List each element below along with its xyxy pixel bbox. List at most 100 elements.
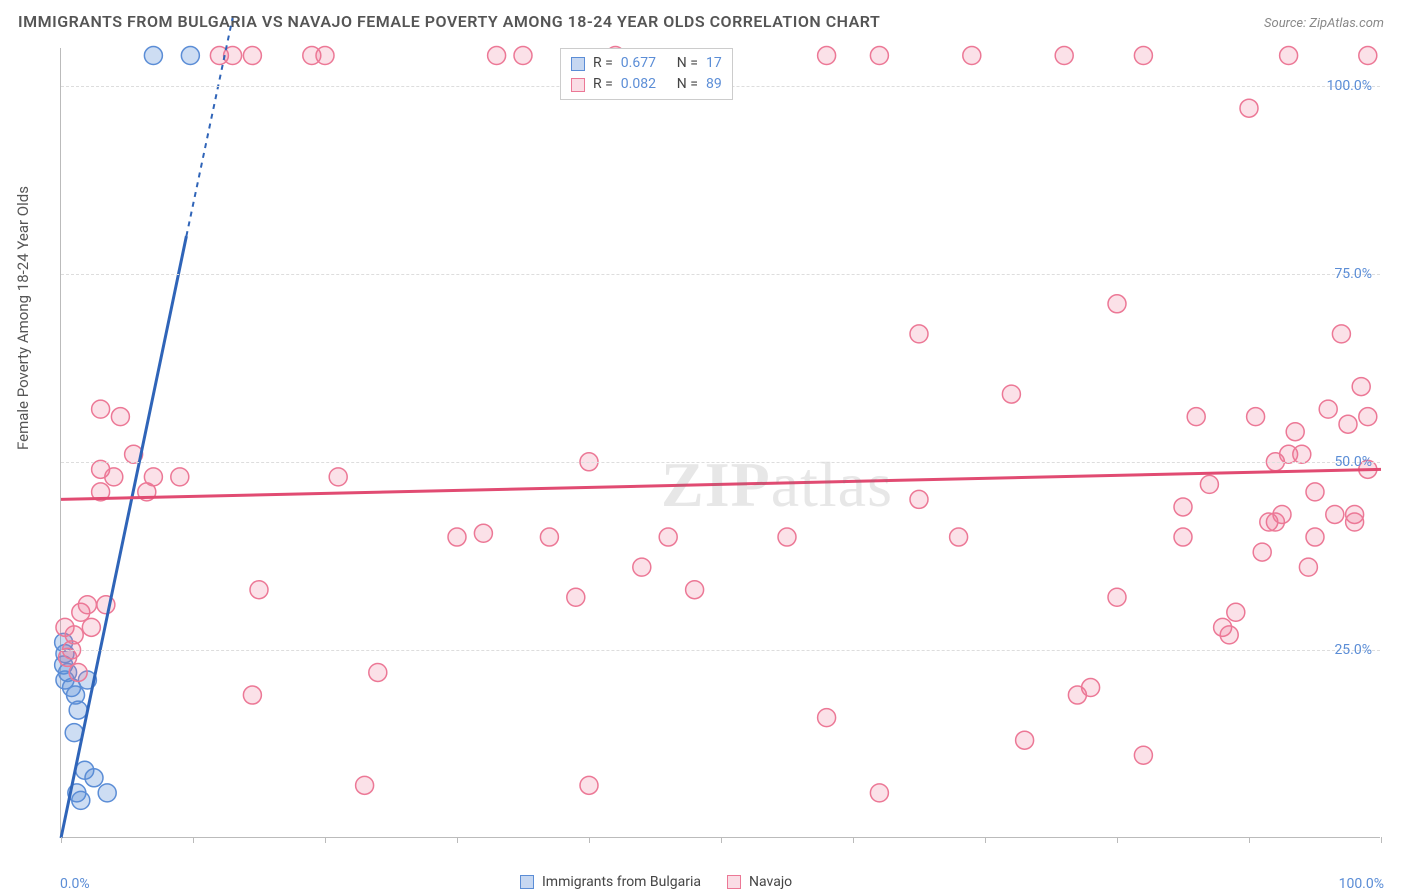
scatter-point — [778, 528, 796, 546]
scatter-point — [1306, 483, 1324, 501]
scatter-point — [1293, 445, 1311, 463]
corr-n-value-1: 89 — [706, 74, 722, 95]
scatter-point — [243, 47, 261, 65]
x-tick — [1117, 837, 1118, 843]
legend-item-1: Navajo — [727, 874, 792, 890]
legend-label-0: Immigrants from Bulgaria — [542, 874, 701, 890]
scatter-point — [72, 791, 90, 809]
scatter-point — [910, 490, 928, 508]
scatter-point — [567, 588, 585, 606]
scatter-point — [910, 325, 928, 343]
trend-line — [61, 469, 1381, 499]
scatter-point — [818, 47, 836, 65]
x-tick — [457, 837, 458, 843]
scatter-point — [1273, 505, 1291, 523]
corr-n-label: N = — [677, 74, 698, 95]
scatter-point — [1306, 528, 1324, 546]
x-tick — [985, 837, 986, 843]
gridline-h — [61, 274, 1380, 275]
scatter-point — [144, 468, 162, 486]
scatter-point — [82, 618, 100, 636]
scatter-point — [1227, 603, 1245, 621]
bottom-legend: Immigrants from Bulgaria Navajo — [520, 874, 792, 890]
scatter-point — [580, 776, 598, 794]
scatter-point — [488, 47, 506, 65]
corr-n-value-0: 17 — [706, 53, 722, 74]
swatch-blue — [520, 875, 534, 889]
corr-r-label: R = — [593, 53, 613, 74]
scatter-point — [1174, 528, 1192, 546]
scatter-point — [369, 663, 387, 681]
scatter-point — [1253, 543, 1271, 561]
scatter-point — [1187, 408, 1205, 426]
x-tick — [853, 837, 854, 843]
scatter-point — [250, 581, 268, 599]
scatter-point — [111, 408, 129, 426]
scatter-point — [181, 47, 199, 65]
scatter-point — [144, 47, 162, 65]
scatter-point — [514, 47, 532, 65]
x-tick — [1249, 837, 1250, 843]
scatter-point — [818, 709, 836, 727]
scatter-point — [356, 776, 374, 794]
scatter-point — [870, 47, 888, 65]
x-tick — [1381, 837, 1382, 843]
scatter-point — [686, 581, 704, 599]
scatter-point — [1108, 588, 1126, 606]
swatch-blue — [571, 57, 585, 71]
x-tick — [589, 837, 590, 843]
scatter-point — [1247, 408, 1265, 426]
scatter-point — [69, 701, 87, 719]
swatch-pink — [571, 78, 585, 92]
x-tick-label-100: 100.0% — [1339, 876, 1384, 892]
scatter-point — [1134, 746, 1152, 764]
scatter-point — [1332, 325, 1350, 343]
scatter-point — [171, 468, 189, 486]
scatter-point — [1055, 47, 1073, 65]
scatter-point — [1359, 47, 1377, 65]
scatter-point — [1108, 295, 1126, 313]
x-tick — [193, 837, 194, 843]
x-tick — [721, 837, 722, 843]
corr-r-value-0: 0.677 — [621, 53, 669, 74]
corr-row-series-1: R = 0.082 N = 89 — [571, 74, 722, 95]
scatter-point — [1339, 415, 1357, 433]
legend-label-1: Navajo — [749, 874, 792, 890]
scatter-point — [1319, 400, 1337, 418]
corr-r-label: R = — [593, 74, 613, 95]
scatter-point — [1200, 475, 1218, 493]
scatter-point — [69, 663, 87, 681]
scatter-point — [1280, 47, 1298, 65]
scatter-point — [65, 626, 83, 644]
scatter-point — [633, 558, 651, 576]
scatter-point — [1240, 99, 1258, 117]
corr-n-label: N = — [677, 53, 698, 74]
scatter-point — [474, 524, 492, 542]
scatter-point — [1286, 423, 1304, 441]
scatter-point — [1352, 378, 1370, 396]
scatter-point — [1299, 558, 1317, 576]
scatter-point — [1346, 505, 1364, 523]
scatter-point — [85, 769, 103, 787]
y-tick-label: 75.0% — [1334, 266, 1372, 282]
scatter-point — [1002, 385, 1020, 403]
gridline-h — [61, 650, 1380, 651]
scatter-point — [448, 528, 466, 546]
scatter-point — [950, 528, 968, 546]
swatch-pink — [727, 875, 741, 889]
scatter-point — [1326, 505, 1344, 523]
scatter-point — [98, 784, 116, 802]
scatter-point — [329, 468, 347, 486]
x-tick — [61, 837, 62, 843]
x-tick-label-0: 0.0% — [60, 876, 90, 892]
trend-line — [61, 236, 186, 838]
scatter-point — [870, 784, 888, 802]
x-tick — [325, 837, 326, 843]
source-attribution: Source: ZipAtlas.com — [1264, 16, 1384, 31]
scatter-point — [1134, 47, 1152, 65]
corr-r-value-1: 0.082 — [621, 74, 669, 95]
scatter-point — [659, 528, 677, 546]
chart-title: IMMIGRANTS FROM BULGARIA VS NAVAJO FEMAL… — [18, 12, 880, 31]
scatter-point — [1016, 731, 1034, 749]
scatter-point — [316, 47, 334, 65]
